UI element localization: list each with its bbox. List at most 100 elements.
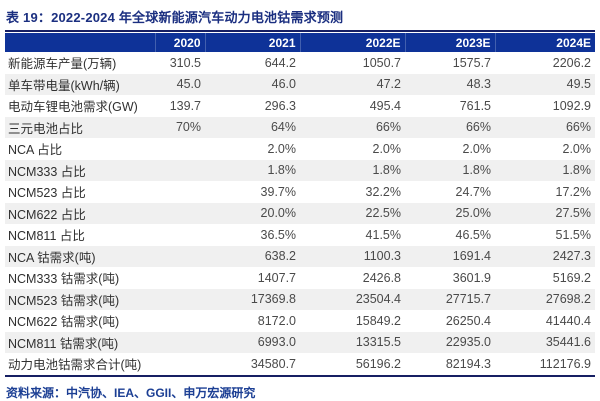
source-note: 资料来源：中汽协、IEA、GGII、申万宏源研究	[6, 385, 256, 400]
value-cell	[155, 332, 205, 354]
value-cell: 638.2	[264, 249, 296, 264]
value-cell: 310.5	[169, 55, 201, 70]
table-row: NCA 占比 2.0% 2.0% 2.0% 2.0%	[5, 138, 595, 160]
row-label: NCM811 占比	[8, 229, 85, 244]
table-row: NCM811 占比 36.5% 41.5% 46.5% 51.5%	[5, 224, 595, 246]
value-cell: 24.7%	[455, 184, 491, 199]
row-label: 动力电池钴需求合计(吨)	[8, 358, 142, 373]
row-label: NCA 占比	[8, 143, 63, 158]
value-cell: 5169.2	[552, 270, 591, 285]
value-cell	[155, 289, 205, 311]
value-cell: 8172.0	[257, 313, 296, 328]
table-row: NCM811 钴需求(吨) 6993.0 13315.5 22935.0 35441.6	[5, 331, 595, 354]
table-row: NCM622 钴需求(吨) 8172.0 15849.2 26250.4 41440.4	[5, 310, 595, 332]
value-cell: 66%	[465, 120, 491, 135]
value-cell	[155, 203, 205, 225]
value-cell: 27698.2	[545, 292, 591, 307]
row-label: NCM622 钴需求(吨)	[8, 315, 120, 330]
value-cell: 1691.4	[452, 249, 491, 264]
value-cell: 22935.0	[445, 335, 491, 350]
value-cell: 22.5%	[365, 206, 401, 221]
value-cell: 66%	[565, 120, 591, 135]
row-label: NCM523 占比	[8, 186, 86, 201]
value-cell: 112176.9	[539, 356, 591, 371]
value-cell: 1.8%	[372, 163, 402, 178]
value-cell: 644.2	[264, 55, 296, 70]
row-label: 新能源车产量(万辆)	[8, 57, 117, 72]
value-cell: 34580.7	[250, 356, 296, 371]
table-header-row: 2020 2021 2022E 2023E 2024E	[5, 33, 595, 52]
value-cell: 48.3	[466, 77, 491, 92]
value-cell: 6993.0	[257, 335, 296, 350]
value-cell: 1407.7	[257, 270, 296, 285]
value-cell: 2.0%	[462, 141, 492, 156]
value-cell: 47.2	[376, 77, 401, 92]
row-label: NCM333 占比	[8, 164, 86, 179]
value-cell: 82194.3	[445, 356, 491, 371]
value-cell: 49.5	[566, 77, 591, 92]
value-cell: 1.8%	[562, 163, 592, 178]
value-cell: 1.8%	[462, 163, 492, 178]
value-cell: 2.0%	[372, 141, 402, 156]
value-cell: 2.0%	[562, 141, 592, 156]
row-label: NCM811 钴需求(吨)	[8, 336, 119, 351]
value-cell	[155, 181, 205, 203]
value-cell: 139.7	[169, 98, 201, 113]
value-cell	[155, 246, 205, 268]
value-cell: 1100.3	[363, 249, 401, 264]
value-cell: 56196.2	[355, 356, 401, 371]
value-cell	[155, 267, 205, 289]
table-row: NCM523 钴需求(吨) 17369.8 23504.4 27715.7 27698.…	[5, 288, 595, 311]
row-label: NCM622 占比	[8, 207, 86, 222]
value-cell: 2206.2	[552, 55, 591, 70]
value-cell: 17.2%	[555, 184, 591, 199]
value-cell: 26250.4	[445, 313, 491, 328]
value-cell: 761.5	[459, 98, 491, 113]
value-cell: 64%	[270, 120, 296, 135]
header-cell-year: 2020	[154, 33, 205, 52]
table-bottom-divider	[5, 374, 595, 377]
table-row: NCA 钴需求(吨) 638.2 1100.3 1691.4 2427.3	[5, 245, 595, 268]
value-cell	[155, 310, 205, 332]
table-row: NCM523 占比 39.7% 32.2% 24.7% 17.2%	[5, 181, 595, 203]
value-cell	[155, 353, 205, 375]
value-cell: 36.5%	[260, 227, 296, 242]
table-title: 表 19：2022-2024 年全球新能源汽车动力电池钴需求预测	[6, 10, 344, 25]
header-cell-year: 2023E	[404, 33, 495, 52]
value-cell: 1575.7	[452, 55, 491, 70]
value-cell: 25.0%	[455, 206, 491, 221]
title-divider	[5, 30, 595, 32]
header-cell-year: 2024E	[494, 33, 595, 52]
value-cell: 41.5%	[365, 227, 401, 242]
header-cell-empty	[5, 33, 155, 52]
value-cell: 27715.7	[445, 292, 491, 307]
value-cell: 41440.4	[545, 313, 591, 328]
table-row: 动力电池钴需求合计(吨) 34580.7 56196.2 82194.3 112176.…	[5, 353, 595, 375]
value-cell: 46.0	[271, 77, 296, 92]
value-cell: 70%	[175, 120, 201, 135]
row-label: NCM523 钴需求(吨)	[8, 293, 120, 308]
table-row: 单车带电量(kWh/辆) 45.0 46.0 47.2 48.3 49.5	[5, 73, 595, 95]
value-cell: 39.7%	[260, 184, 296, 199]
table-row: NCM333 占比 1.8% 1.8% 1.8% 1.8%	[5, 159, 595, 182]
value-cell: 45.0	[176, 77, 201, 92]
value-cell: 20.0%	[260, 206, 296, 221]
value-cell	[155, 160, 205, 182]
header-cell-year: 2022E	[299, 33, 405, 52]
value-cell: 3601.9	[452, 270, 491, 285]
row-label: NCA 钴需求(吨)	[8, 250, 96, 265]
value-cell: 35441.6	[545, 335, 591, 350]
row-label: 单车带电量(kWh/辆)	[8, 78, 120, 93]
value-cell: 51.5%	[555, 227, 591, 242]
value-cell: 2.0%	[267, 141, 297, 156]
row-label: 三元电池占比	[8, 121, 84, 136]
value-cell: 46.5%	[455, 227, 491, 242]
value-cell: 32.2%	[365, 184, 401, 199]
header-cell-year: 2021	[204, 33, 300, 52]
value-cell: 15849.2	[355, 313, 401, 328]
value-cell: 1050.7	[362, 55, 401, 70]
table-row: NCM333 钴需求(吨) 1407.7 2426.8 3601.9 5169.2	[5, 267, 595, 289]
value-cell: 495.4	[369, 98, 401, 113]
row-label: NCM333 钴需求(吨)	[8, 272, 120, 287]
